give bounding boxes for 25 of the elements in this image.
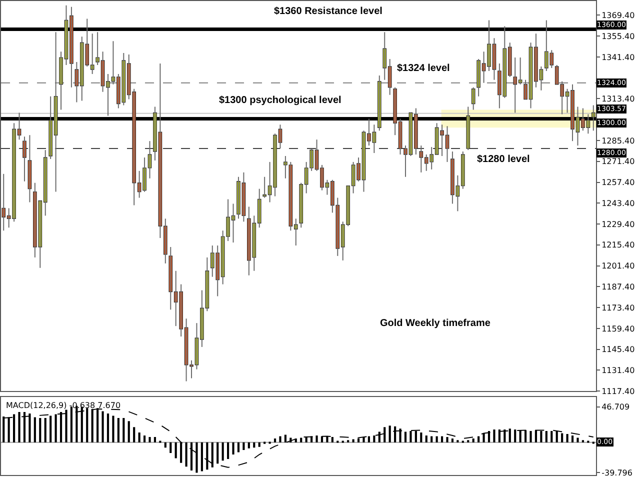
y-tick-label: 1355.40 (602, 32, 635, 41)
annotation: Gold Weekly timeframe (380, 318, 491, 329)
annotation: $1324 level (397, 63, 450, 74)
y-tick-label: 1369.40 (602, 10, 635, 20)
y-tick-label: 1201.40 (602, 262, 635, 271)
y-tick-label: 46.709 (602, 402, 630, 412)
y-tick-label: 1159.40 (602, 324, 635, 334)
y-tick-label: 1187.40 (602, 282, 635, 292)
y-tick-label: 1117.40 (602, 386, 635, 396)
y-tick-label: 1229.40 (602, 220, 635, 229)
text: MACD(12,26,9) -0.638 7.670 (6, 401, 121, 410)
y-tick-label: 1341.40 (602, 52, 635, 62)
y-tick-label: 1313.40 (602, 94, 635, 104)
y-tick-label: 1131.40 (602, 366, 635, 376)
y-tick-label: 1145.40 (602, 345, 635, 354)
y-tick-label: -39.796 (602, 468, 632, 478)
y-tick-label: 1243.40 (602, 198, 635, 208)
annotation: $1300 psychological level (219, 95, 342, 106)
y-tick-label: 1285.40 (602, 136, 635, 146)
y-tick-label: 1173.40 (602, 303, 635, 312)
annotation: $1280 level (477, 154, 530, 165)
y-tick-label: 1271.40 (602, 157, 635, 166)
y-tick-label: 1215.40 (602, 240, 635, 250)
y-tick-label: 1257.40 (602, 178, 635, 188)
annotation: $1360 Resistance level (274, 6, 383, 17)
